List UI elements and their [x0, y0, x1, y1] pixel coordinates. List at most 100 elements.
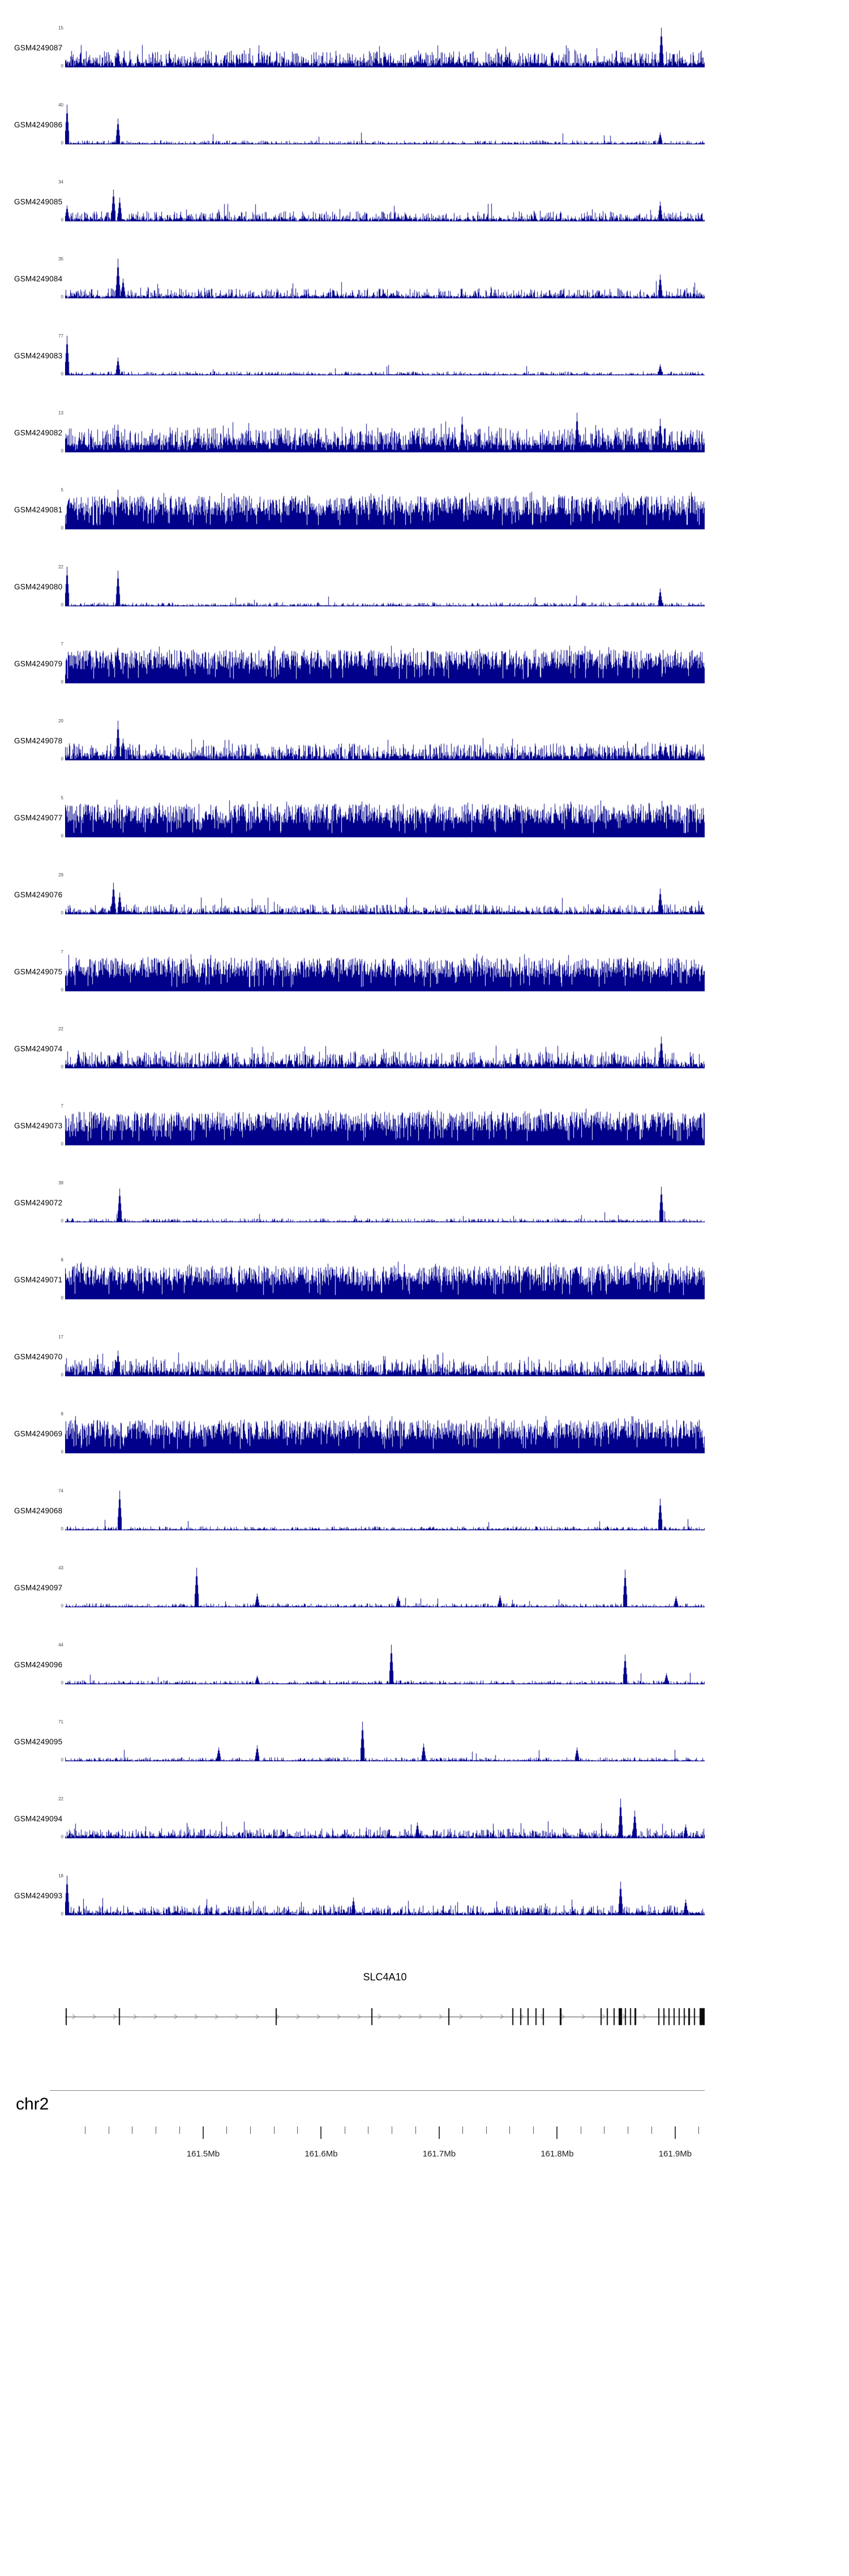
coverage-plot: 74 0 — [58, 1489, 705, 1531]
y-axis-max: 22 — [58, 564, 63, 570]
axis-minor-tick — [651, 2126, 652, 2134]
coverage-canvas — [65, 1491, 705, 1530]
track-row: GSM4249077 5 0 — [0, 790, 849, 867]
coverage-plot: 17 0 — [58, 1335, 705, 1377]
y-axis-max: 43 — [58, 1565, 63, 1571]
track-row: GSM4249072 39 0 — [0, 1175, 849, 1252]
y-axis-max: 5 — [61, 795, 63, 801]
y-axis-max: 5 — [61, 487, 63, 493]
track-label: GSM4249074 — [14, 1045, 63, 1053]
coverage-canvas — [65, 952, 705, 991]
y-axis-min: 0 — [61, 1834, 63, 1839]
y-axis-min: 0 — [61, 756, 63, 761]
track-row: GSM4249086 40 0 — [0, 97, 849, 174]
track-label: GSM4249076 — [14, 891, 63, 899]
track-label: GSM4249095 — [14, 1738, 63, 1746]
coverage-canvas — [65, 1799, 705, 1838]
gene-name-label: SLC4A10 — [363, 1971, 407, 1983]
y-axis-max: 15 — [58, 25, 63, 31]
y-axis-max: 29 — [58, 872, 63, 878]
gene-model-track — [65, 1988, 705, 2039]
track-label: GSM4249083 — [14, 352, 63, 360]
coverage-canvas — [65, 1337, 705, 1376]
y-axis-min: 0 — [61, 1526, 63, 1531]
y-axis-max: 40 — [58, 102, 63, 108]
track-row: GSM4249094 22 0 — [0, 1791, 849, 1868]
coverage-plot: 77 0 — [58, 334, 705, 376]
axis-major-tick — [202, 2126, 204, 2139]
track-row: GSM4249080 22 0 — [0, 559, 849, 636]
track-row: GSM4249093 18 0 — [0, 1868, 849, 1945]
track-label: GSM4249068 — [14, 1507, 63, 1515]
coverage-canvas — [65, 875, 705, 914]
y-axis-max: 18 — [58, 1873, 63, 1878]
track-row: GSM4249074 22 0 — [0, 1021, 849, 1098]
track-row: GSM4249079 7 0 — [0, 636, 849, 713]
coverage-plot: 35 0 — [58, 257, 705, 299]
y-axis-min: 0 — [61, 294, 63, 299]
y-axis-min: 0 — [61, 1680, 63, 1685]
coverage-canvas — [65, 28, 705, 67]
axis-minor-tick — [533, 2126, 534, 2134]
y-axis-min: 0 — [61, 525, 63, 530]
track-row: GSM4249081 5 0 — [0, 482, 849, 559]
track-label: GSM4249077 — [14, 814, 63, 822]
coverage-plot: 20 0 — [58, 719, 705, 761]
coverage-plot: 43 0 — [58, 1566, 705, 1608]
axis-minor-tick — [226, 2126, 228, 2134]
axis-minor-tick — [179, 2126, 180, 2134]
chromosome-label: chr2 — [16, 2095, 49, 2113]
coverage-plot: 44 0 — [58, 1643, 705, 1685]
y-axis-min: 0 — [61, 1064, 63, 1069]
y-axis-min: 0 — [61, 1911, 63, 1916]
track-label: GSM4249086 — [14, 121, 63, 129]
coverage-plot: 29 0 — [58, 873, 705, 915]
track-row: GSM4249070 17 0 — [0, 1329, 849, 1406]
axis-minor-tick — [415, 2126, 416, 2134]
track-label: GSM4249085 — [14, 198, 63, 206]
y-axis-min: 0 — [61, 217, 63, 222]
axis-minor-tick — [250, 2126, 251, 2134]
axis-tick-label: 161.5Mb — [186, 2149, 220, 2159]
track-label: GSM4249084 — [14, 275, 63, 283]
track-label: GSM4249080 — [14, 583, 63, 591]
track-row: GSM4249076 29 0 — [0, 867, 849, 944]
track-label: GSM4249094 — [14, 1815, 63, 1823]
y-axis-min: 0 — [61, 63, 63, 69]
y-axis-min: 0 — [61, 602, 63, 607]
y-axis-min: 0 — [61, 1603, 63, 1608]
track-row: GSM4249097 43 0 — [0, 1560, 849, 1637]
coverage-canvas — [65, 644, 705, 683]
coverage-plot: 18 0 — [58, 1874, 705, 1916]
axis-minor-tick — [297, 2126, 298, 2134]
y-axis-min: 0 — [61, 1295, 63, 1300]
y-axis-max: 39 — [58, 1180, 63, 1186]
coverage-plot: 40 0 — [58, 103, 705, 146]
y-axis-min: 0 — [61, 1141, 63, 1146]
track-label: GSM4249082 — [14, 429, 63, 437]
track-row: GSM4249085 34 0 — [0, 174, 849, 251]
coverage-canvas — [65, 1414, 705, 1453]
coverage-canvas — [65, 182, 705, 221]
y-axis-min: 0 — [61, 679, 63, 684]
coverage-canvas — [65, 1876, 705, 1915]
track-row: GSM4249082 13 0 — [0, 405, 849, 482]
coverage-canvas — [65, 336, 705, 375]
y-axis-min: 0 — [61, 371, 63, 376]
y-axis-min: 0 — [61, 1449, 63, 1454]
genome-axis: 161.5Mb 161.6Mb 161.7Mb 161.8Mb 161.9Mb — [65, 2126, 705, 2180]
axis-tick-label: 161.8Mb — [541, 2149, 574, 2159]
y-axis-max: 7 — [61, 1103, 63, 1109]
y-axis-max: 71 — [58, 1719, 63, 1725]
axis-major-tick — [674, 2126, 676, 2139]
track-row: GSM4249071 8 0 — [0, 1252, 849, 1329]
gene-model-canvas — [65, 1988, 705, 2039]
coverage-tracks: GSM4249087 15 0 GSM4249086 40 0 GSM4249085 34 0 G… — [0, 20, 849, 1945]
axis-minor-tick — [698, 2126, 700, 2134]
y-axis-min: 0 — [61, 987, 63, 992]
coverage-canvas — [65, 1722, 705, 1761]
y-axis-max: 20 — [58, 718, 63, 724]
coverage-canvas — [65, 567, 705, 606]
